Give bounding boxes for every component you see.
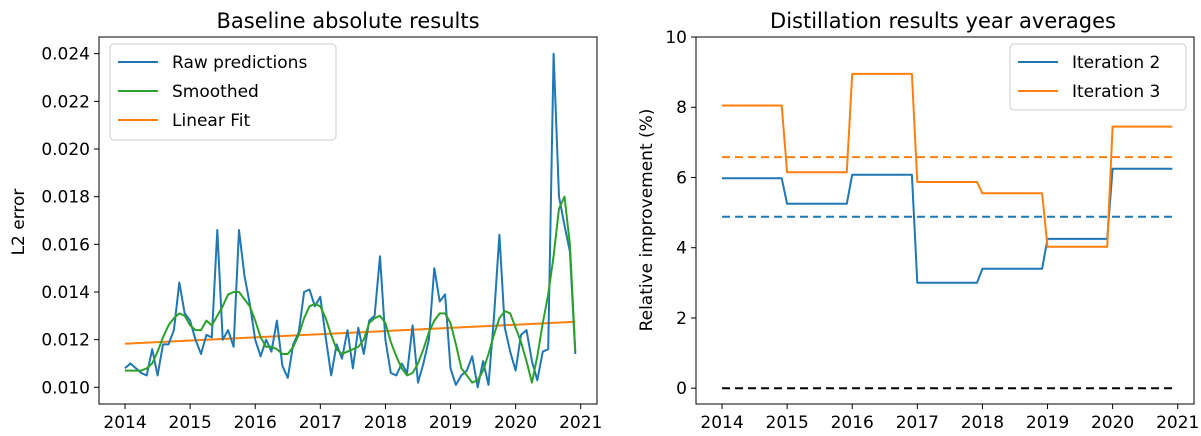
left-series-linear-fit: [124, 320, 576, 345]
right-series-iteration-2: [722, 167, 1173, 284]
left-y-tick-label: 0.012: [41, 331, 90, 351]
chart-right-legend: Iteration 2 Iteration 3: [1009, 43, 1187, 111]
right-y-tick-label: 0: [676, 379, 687, 399]
left-y-tick-label: 0.018: [41, 188, 90, 208]
chart-left-legend: Raw predictions Smoothed Linear Fit: [109, 43, 337, 141]
right-x-tick-label: 2019: [1026, 413, 1069, 433]
legend-label-raw: Raw predictions: [172, 53, 307, 73]
chart-right-title: Distillation results year averages: [770, 9, 1116, 33]
left-y-tick-label: 0.010: [41, 378, 90, 398]
chart-left-plot-area: 2014 2015 2016 2017 2018 2019 2020 2021 0.010 0.0…: [41, 45, 602, 433]
left-x-tick-label: 2021: [559, 413, 602, 433]
chart-right-frame: [695, 36, 1195, 405]
chart-left-title: Baseline absolute results: [216, 9, 479, 33]
right-x-tick-label: 2014: [700, 413, 743, 433]
chart-left-frame: [98, 36, 598, 405]
chart-right-ylabel: Relative improvement (%): [637, 109, 657, 332]
left-y-tick-label: 0.016: [41, 235, 90, 255]
left-x-tick-label: 2017: [299, 413, 342, 433]
chart-right-plot-area: 2014 2015 2016 2017 2018 2019 2020 2021 0 2 4 6 8 10: [665, 28, 1199, 433]
left-x-tick-label: 2019: [429, 413, 472, 433]
right-series-iteration-3: [722, 72, 1173, 248]
left-y-tick-label: 0.014: [41, 283, 90, 303]
legend-label-iteration-2: Iteration 2: [1072, 53, 1160, 73]
right-x-tick-label: 2016: [831, 413, 874, 433]
left-x-tick-label: 2014: [103, 413, 146, 433]
chart-left-legend-box: [109, 43, 337, 141]
chart-left: Baseline absolute results L2 error 2014 2…: [9, 9, 602, 433]
right-y-tick-label: 6: [676, 168, 687, 188]
left-x-tick-label: 2018: [364, 413, 407, 433]
legend-label-linear-fit: Linear Fit: [172, 111, 251, 131]
left-y-tick-label: 0.022: [41, 92, 90, 112]
right-x-tick-label: 2017: [896, 413, 939, 433]
right-x-tick-label: 2020: [1091, 413, 1134, 433]
chart-right-legend-box: [1009, 43, 1187, 111]
chart-left-ylabel: L2 error: [9, 189, 29, 256]
left-x-tick-label: 2015: [169, 413, 212, 433]
left-series-smoothed: [125, 195, 577, 384]
left-series-raw-predictions: [124, 52, 577, 389]
right-y-tick-label: 2: [676, 309, 687, 329]
left-x-tick-label: 2016: [234, 413, 277, 433]
left-y-tick-label: 0.020: [41, 140, 90, 160]
right-y-tick-label: 10: [665, 28, 687, 48]
right-x-tick-label: 2021: [1156, 413, 1199, 433]
left-x-tick-label: 2020: [494, 413, 537, 433]
chart-right: Distillation results year averages Relat…: [637, 9, 1199, 433]
left-y-tick-label: 0.024: [41, 45, 90, 65]
right-y-tick-label: 4: [676, 239, 687, 259]
right-x-tick-label: 2018: [961, 413, 1004, 433]
right-y-tick-label: 8: [676, 98, 687, 118]
legend-label-smoothed: Smoothed: [172, 82, 259, 102]
right-x-tick-label: 2015: [766, 413, 809, 433]
legend-label-iteration-3: Iteration 3: [1072, 82, 1160, 102]
